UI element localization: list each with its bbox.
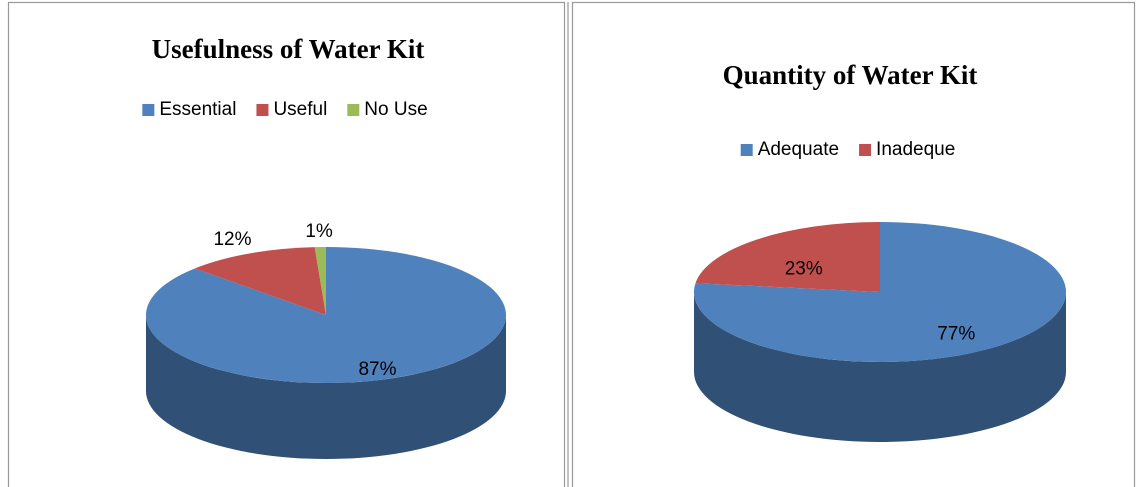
legend-swatch bbox=[142, 104, 155, 116]
slice-side bbox=[146, 315, 506, 459]
chart-title: Usefulness of Water Kit bbox=[152, 34, 425, 64]
legend-swatch bbox=[347, 104, 360, 116]
chart-title: Quantity of Water Kit bbox=[723, 60, 978, 90]
legend-label: Useful bbox=[273, 99, 327, 120]
data-label: 87% bbox=[358, 359, 396, 380]
legend-label: No Use bbox=[364, 99, 427, 120]
legend-swatch bbox=[740, 144, 753, 156]
legend-swatch bbox=[256, 104, 269, 116]
slice-side bbox=[694, 292, 1066, 442]
slice bbox=[695, 222, 880, 292]
panel-border bbox=[7, 1, 566, 487]
data-label: 12% bbox=[213, 229, 251, 250]
slice bbox=[194, 247, 326, 315]
data-label: 77% bbox=[937, 324, 975, 345]
slice bbox=[314, 247, 326, 315]
panel-border bbox=[571, 1, 1136, 487]
data-label: 1% bbox=[305, 221, 333, 242]
legend-label: Inadeque bbox=[876, 139, 955, 160]
legend-label: Essential bbox=[159, 99, 236, 120]
data-label: 23% bbox=[785, 258, 823, 279]
legend-label: Adequate bbox=[758, 139, 839, 160]
legend-swatch bbox=[859, 144, 872, 156]
